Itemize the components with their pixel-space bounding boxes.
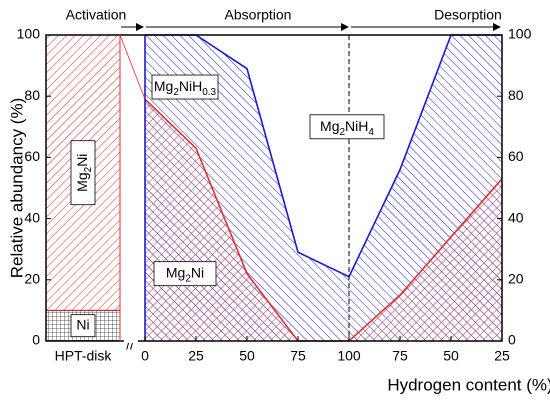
y-axis-label: Relative abundancy (%) xyxy=(7,98,26,278)
hpt-label: Ni xyxy=(76,316,89,332)
x-tick-label: 75 xyxy=(392,348,408,364)
y2-tick-label: 100 xyxy=(508,26,532,42)
y-tick-label: 40 xyxy=(24,209,40,225)
x-tick-label: 50 xyxy=(443,348,459,364)
series-label: Mg2Ni xyxy=(166,264,204,284)
label-box xyxy=(151,74,219,100)
y-tick-label: 0 xyxy=(32,332,40,348)
axis-break: // xyxy=(126,337,134,353)
boundary-line xyxy=(145,34,502,278)
x-tick-label: 75 xyxy=(290,348,306,364)
label-box xyxy=(153,261,217,287)
connector xyxy=(119,34,146,100)
label-box xyxy=(309,114,385,140)
x-tick-label: 25 xyxy=(188,348,204,364)
frame xyxy=(45,34,503,342)
y2-tick-label: 80 xyxy=(508,87,524,103)
x-tick-label: 100 xyxy=(337,348,361,364)
series-label: Mg2NiH0.3 xyxy=(154,78,217,98)
x-axis-label: Hydrogen content (%) xyxy=(387,375,550,394)
y-tick-label: 20 xyxy=(24,271,40,287)
y-tick-label: 80 xyxy=(24,87,40,103)
annotation: Absorption xyxy=(225,7,292,23)
y-tick-label: 60 xyxy=(24,148,40,164)
y2-tick-label: 40 xyxy=(508,209,524,225)
annotation: Desorption xyxy=(434,7,502,23)
series-label: Mg2NiH4 xyxy=(320,118,374,138)
y2-tick-label: 20 xyxy=(508,271,524,287)
y2-tick-label: 0 xyxy=(508,332,516,348)
break-gap xyxy=(124,339,138,343)
x-tick-label: 50 xyxy=(239,348,255,364)
x-tick-label: HPT-disk xyxy=(55,348,113,364)
annotation: Activation xyxy=(66,7,127,23)
x-tick-label: 0 xyxy=(141,348,149,364)
plot-area: Ni Mg2Ni xyxy=(45,34,503,342)
hpt-label: Mg2Ni xyxy=(74,154,94,192)
label-box xyxy=(70,314,96,338)
area xyxy=(145,99,502,341)
y2-tick-label: 60 xyxy=(508,148,524,164)
label-box xyxy=(70,140,96,206)
x-tick-label: 25 xyxy=(494,348,510,364)
y-tick-label: 100 xyxy=(17,26,41,42)
